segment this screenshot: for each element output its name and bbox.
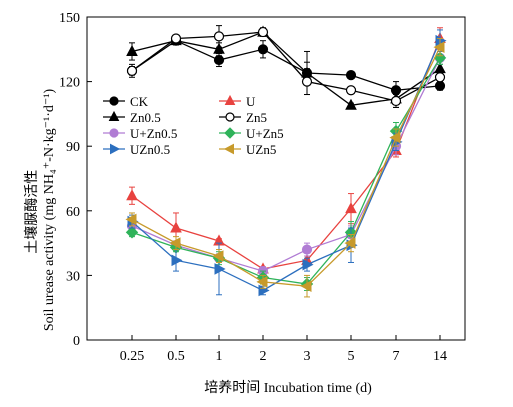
data-point — [434, 72, 446, 83]
y-tick-label: 30 — [66, 269, 80, 284]
legend-label: U — [246, 94, 256, 109]
y-tick-label: 60 — [66, 205, 80, 220]
data-point — [433, 41, 445, 53]
data-point — [213, 31, 225, 42]
legend-label: U+Zn0.5 — [130, 126, 177, 141]
y-axis-title-cn: 土壤脲酶活性 — [23, 170, 40, 254]
legend-label: U+Zn5 — [246, 126, 284, 141]
y-tick-label: 90 — [66, 140, 80, 155]
data-point — [345, 98, 357, 110]
data-point — [344, 237, 356, 249]
data-point — [213, 42, 225, 54]
data-point — [213, 54, 225, 66]
data-point — [126, 65, 138, 76]
data-point — [170, 221, 182, 233]
data-point — [389, 131, 401, 144]
legend-item: Zn5 — [219, 110, 267, 125]
data-point — [223, 143, 234, 155]
axes: 0 30 60 90 120 150 0.25 0.5 1 2 3 5 7 14 — [59, 11, 466, 364]
series-line — [131, 46, 441, 287]
data-point — [110, 143, 121, 155]
data-point — [224, 94, 236, 105]
data-point — [256, 276, 268, 288]
data-point — [434, 80, 446, 92]
data-point — [390, 95, 402, 107]
data-point — [301, 244, 313, 255]
data-point — [225, 112, 235, 122]
series-zn5 — [126, 25, 446, 108]
x-tick-label: 1 — [216, 349, 223, 364]
x-axis-title: 培养时间 Incubation time (d) — [204, 380, 372, 396]
data-point — [169, 237, 181, 249]
data-point — [345, 202, 357, 214]
data-point — [126, 44, 138, 56]
x-tick-label: 7 — [393, 349, 400, 364]
legend-label: UZn5 — [246, 142, 276, 157]
series-line — [131, 57, 441, 272]
data-point — [224, 127, 236, 139]
legend-item: U+Zn0.5 — [103, 126, 177, 141]
data-point — [171, 254, 183, 267]
data-point — [126, 189, 138, 201]
y-tick-label: 120 — [59, 76, 80, 91]
legend-item: U+Zn5 — [219, 126, 284, 141]
legend-label: Zn5 — [246, 110, 267, 125]
x-tick-label: 0.25 — [120, 349, 145, 364]
data-point — [108, 110, 120, 121]
series-line — [131, 57, 441, 285]
data-point — [212, 250, 224, 262]
data-point — [170, 33, 182, 44]
series-line — [131, 40, 441, 292]
legend-item: Zn0.5 — [103, 110, 161, 125]
legend-item: U — [219, 94, 256, 109]
x-tick-label: 5 — [348, 349, 355, 364]
data-point — [302, 258, 314, 271]
x-tick-label: 14 — [433, 349, 447, 364]
series-line — [131, 31, 441, 106]
legend-item: CK — [103, 94, 149, 109]
legend-item: UZn0.5 — [103, 142, 170, 157]
y-tick-label: 150 — [59, 11, 80, 26]
y-axis-title: 土壤脲酶活性 Soil urease activity (mg NH₄⁺-N·k… — [23, 89, 57, 332]
data-point — [109, 96, 119, 106]
legend-label: CK — [130, 94, 149, 109]
y-tick-label: 0 — [73, 334, 80, 349]
x-tick-label: 3 — [304, 349, 311, 364]
plot-frame — [86, 16, 466, 341]
data-point — [214, 263, 226, 275]
legend-label: Zn0.5 — [130, 110, 161, 125]
series-layer — [125, 25, 447, 298]
data-point — [125, 226, 139, 239]
x-tick-label: 0.5 — [167, 349, 185, 364]
data-point — [257, 26, 269, 38]
data-point — [300, 280, 312, 292]
y-axis-title-en: Soil urease activity (mg NH₄⁺-N·kg⁻¹·d⁻¹… — [42, 89, 57, 332]
data-point — [345, 85, 357, 96]
data-point — [301, 76, 313, 87]
x-tick-label: 2 — [260, 349, 267, 364]
legend-item: UZn5 — [219, 142, 276, 157]
series-line — [131, 39, 441, 91]
series-uzn5 — [125, 38, 445, 298]
series-ck — [126, 35, 446, 100]
data-point — [109, 128, 119, 138]
data-point — [257, 44, 269, 55]
legend-label: UZn0.5 — [130, 142, 170, 157]
data-point — [345, 70, 357, 81]
series-line — [131, 31, 441, 102]
series-uzn0-5 — [127, 29, 447, 297]
data-point — [125, 213, 137, 226]
